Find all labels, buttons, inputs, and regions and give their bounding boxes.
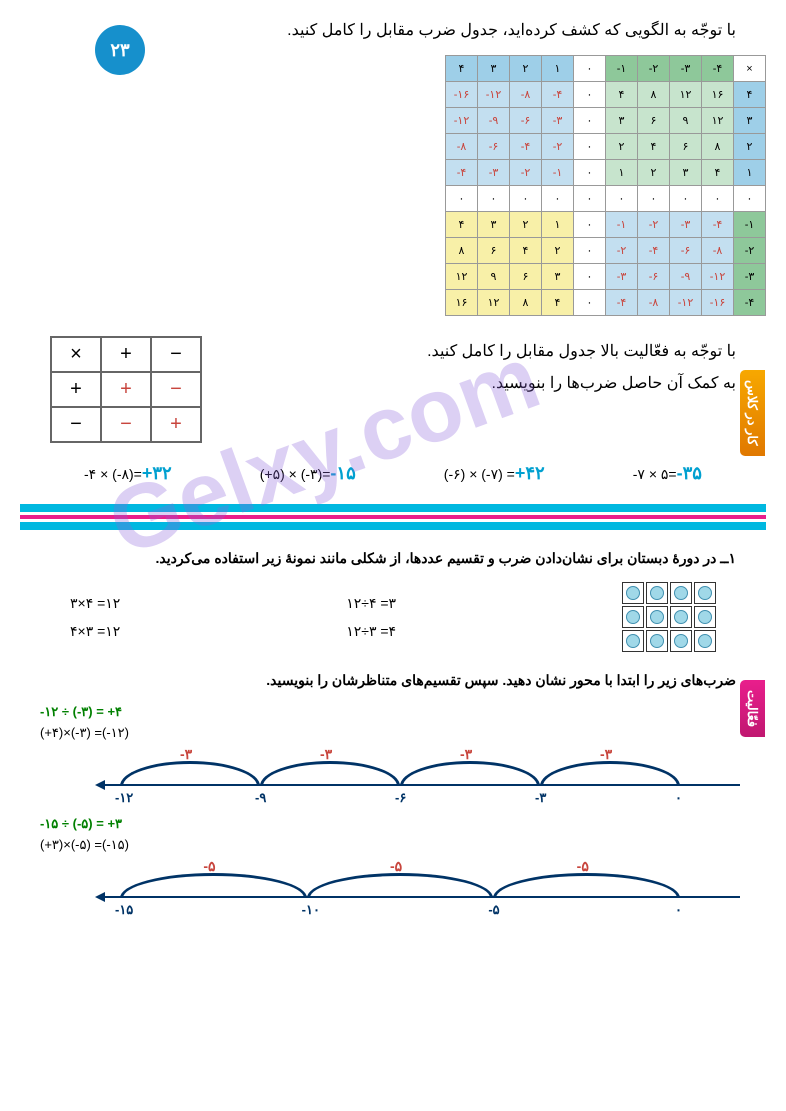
sign-text: با توجّه به فعّالیت بالا جدول مقابل را ک… [232,336,736,400]
section-divider [20,504,766,530]
side-tab-activity: فعّالیت [740,680,765,737]
page-number-badge: ۲۳ [95,25,145,75]
mult-exercises-row: -۴ × (-۸)=+۳۲(+۵) × (-۳)=-۱۵(-۶) × (-۷) … [20,463,766,484]
activity-example-row: ۳×۴ =۱۲۴×۳ =۱۲ ۱۲÷۴ =۳۱۲÷۳ =۴ [50,582,736,652]
activity-intro: ۱ــ در دورهٔ دبستان برای نشان‌دادن ضرب و… [50,550,736,567]
array-grid [622,582,716,652]
side-tab-classwork: کار در کلاس [740,370,765,456]
sign-rule-table: ×+−++−−−+ [50,336,202,443]
activity-text-2: ضرب‌های زیر را ابتدا با محور نشان دهید. … [50,672,736,689]
multiplication-table: ۴۳۲۱۰-۱-۲-۳-۴×-۱۶-۱۲-۸-۴۰۴۸۱۲۱۶۴-۱۲-۹-۶-… [445,55,766,316]
